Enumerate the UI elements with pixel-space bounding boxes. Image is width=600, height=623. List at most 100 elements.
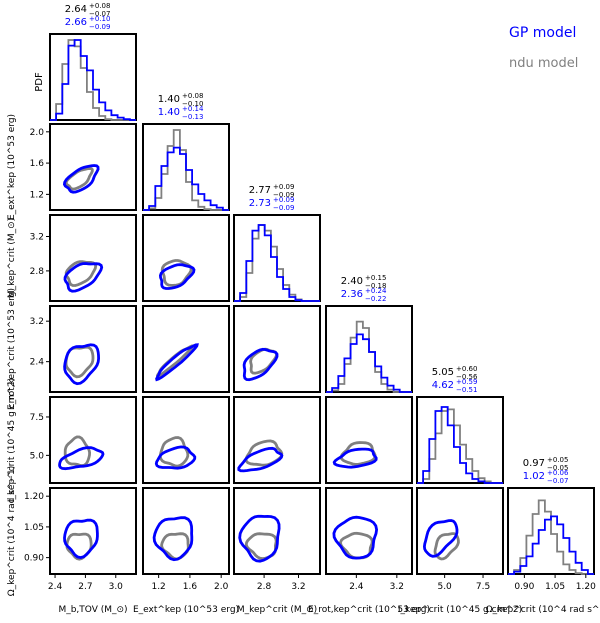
ytick-label-Omega_crit_kep-0: 0.90 xyxy=(24,554,44,564)
stat-median-gp-M_b_TOV: 2.66 xyxy=(65,17,87,28)
stat-median-gp-M_crit_kep: 2.73 xyxy=(249,198,271,209)
stat-plus-ndu-M_crit_kep: +0.09 xyxy=(273,183,294,191)
contour-gp-r4-c0 xyxy=(58,446,105,471)
ytick-label-Omega_crit_kep-1: 1.05 xyxy=(24,523,44,533)
stat-median-ndu-M_crit_kep: 2.77 xyxy=(249,185,271,196)
stat-minus-ndu-M_b_TOV: −0.07 xyxy=(89,10,110,18)
ytick-label-Omega_crit_kep-2: 1.20 xyxy=(24,492,44,502)
ylabel-M_crit_kep: M_kep^crit (M_⊙) xyxy=(7,218,17,298)
stats-ndu-M_b_TOV: 2.64 +0.08−0.07 xyxy=(65,2,111,18)
panel-r4-c0 xyxy=(49,396,137,484)
stat-plus-ndu-E_crit_rot_kep: +0.15 xyxy=(365,274,386,282)
xtick-label-E_crit_rot_kep-0: 2.4 xyxy=(349,582,364,592)
hist-ndu-M_b_TOV xyxy=(50,39,136,121)
xlabel-Omega_crit_kep: Ω_kep^crit (10^4 rad s^−1) xyxy=(486,605,600,615)
contour-gp-r5-c1 xyxy=(152,516,194,562)
contour-gp-r3-c2 xyxy=(242,347,279,382)
contour-gp-r1-c0 xyxy=(62,164,100,194)
stats-ndu-I_crit_kep: 5.05 +0.60−0.56 xyxy=(432,365,478,381)
stat-minus-gp-M_b_TOV: −0.09 xyxy=(89,23,110,31)
ytick-label-E_ext_kep-2: 2.0 xyxy=(30,128,45,138)
xtick-label-M_b_TOV-2: 3.0 xyxy=(109,582,124,592)
stat-plus-ndu-I_crit_kep: +0.60 xyxy=(456,365,477,373)
stat-median-ndu-Omega_crit_kep: 0.97 xyxy=(523,458,545,469)
contour-ndu-r2-c0 xyxy=(64,260,98,287)
stats-ndu-E_ext_kep: 1.40 +0.08−0.10 xyxy=(158,92,204,108)
panel-r1-c1 xyxy=(142,123,230,211)
stat-plus-gp-Omega_crit_kep: +0.06 xyxy=(547,469,569,477)
xtick-label-M_crit_kep-1: 3.2 xyxy=(291,582,305,592)
stat-minus-gp-I_crit_kep: −0.51 xyxy=(456,386,477,394)
contour-gp-r3-c0 xyxy=(63,343,101,386)
xlabel-M_b_TOV: M_b,TOV (M_⊙) xyxy=(58,605,127,615)
stats-ndu-M_crit_kep: 2.77 +0.09−0.09 xyxy=(249,183,295,199)
panel-r4-c3 xyxy=(325,396,413,484)
contour-gp-r5-c4 xyxy=(422,519,459,558)
panel-r4-c1 xyxy=(142,396,230,484)
panel-r4-c2 xyxy=(233,396,321,484)
contour-ndu-r5-c4 xyxy=(433,532,460,561)
panel-r3-c0 xyxy=(49,305,137,393)
hist-gp-E_ext_kep xyxy=(143,146,229,211)
contour-ndu-r2-c1 xyxy=(160,259,193,287)
contour-gp-r2-c1 xyxy=(158,263,196,290)
contour-gp-r4-c2 xyxy=(237,446,284,473)
panel-r5-c0 xyxy=(49,487,137,575)
stat-median-ndu-E_ext_kep: 1.40 xyxy=(158,94,180,105)
xlabel-E_crit_rot_kep: E_rot,kep^crit (10^53 erg) xyxy=(308,605,430,615)
stats-gp-M_b_TOV: 2.66 +0.10−0.09 xyxy=(65,15,111,31)
stat-median-ndu-E_crit_rot_kep: 2.40 xyxy=(341,276,363,287)
panel-r5-c4 xyxy=(416,487,504,575)
hist-gp-Omega_crit_kep xyxy=(508,515,594,575)
stats-gp-M_crit_kep: 2.73 +0.09−0.09 xyxy=(249,196,295,212)
stat-minus-ndu-Omega_crit_kep: −0.05 xyxy=(547,464,568,472)
contour-ndu-r4-c0 xyxy=(63,435,92,468)
stats-ndu-E_crit_rot_kep: 2.40 +0.15−0.18 xyxy=(341,274,387,290)
stats-gp-E_crit_rot_kep: 2.36 +0.24−0.22 xyxy=(341,287,387,303)
contour-gp-r5-c0 xyxy=(63,518,99,560)
panel-r5-c3 xyxy=(325,487,413,575)
xtick-label-E_ext_kep-1: 1.6 xyxy=(183,582,198,592)
xtick-label-E_crit_rot_kep-1: 3.2 xyxy=(390,582,404,592)
stat-median-gp-E_ext_kep: 1.40 xyxy=(158,107,180,118)
stat-minus-ndu-M_crit_kep: −0.09 xyxy=(273,191,294,199)
xlabel-M_crit_kep: M_kep^crit (M_⊙) xyxy=(237,605,317,615)
xtick-label-M_crit_kep-0: 2.8 xyxy=(257,582,272,592)
stat-plus-gp-E_crit_rot_kep: +0.24 xyxy=(365,287,387,295)
hist-gp-E_crit_rot_kep xyxy=(326,333,412,393)
stat-minus-ndu-I_crit_kep: −0.56 xyxy=(456,373,478,381)
stats-gp-E_ext_kep: 1.40 +0.14−0.13 xyxy=(158,105,204,121)
stats-ndu-Omega_crit_kep: 0.97 +0.05−0.05 xyxy=(523,456,569,472)
ylabel-I_crit_kep: I_kep^crit (10^45 g cm^2) xyxy=(7,378,17,502)
panel-r2-c0 xyxy=(49,214,137,302)
xlabel-I_crit_kep: I_kep^crit (10^45 g cm^2) xyxy=(398,605,522,615)
ylabel-E_ext_kep: E_ext^kep (10^53 erg) xyxy=(7,114,17,220)
stat-minus-gp-M_crit_kep: −0.09 xyxy=(273,204,294,212)
xtick-label-Omega_crit_kep-0: 0.90 xyxy=(514,582,534,592)
xtick-label-Omega_crit_kep-1: 1.05 xyxy=(545,582,565,592)
ytick-label-E_crit_rot_kep-0: 2.4 xyxy=(30,358,45,368)
hist-ndu-Omega_crit_kep xyxy=(508,499,594,575)
stat-minus-gp-E_crit_rot_kep: −0.22 xyxy=(365,295,386,303)
xtick-label-Omega_crit_kep-2: 1.20 xyxy=(576,582,596,592)
xtick-label-E_ext_kep-2: 2.0 xyxy=(214,582,229,592)
xtick-label-I_crit_kep-0: 5.0 xyxy=(437,582,452,592)
contour-gp-r2-c0 xyxy=(63,262,104,293)
legend-ndu: ndu model xyxy=(509,56,578,71)
stat-plus-gp-M_b_TOV: +0.10 xyxy=(89,15,110,23)
ytick-label-M_crit_kep-1: 3.2 xyxy=(30,233,44,243)
panel-r3-c2 xyxy=(233,305,321,393)
stat-plus-ndu-E_ext_kep: +0.08 xyxy=(182,92,203,100)
ylabel-E_crit_rot_kep: E_rot,kep^crit (10^53 erg) xyxy=(7,288,17,410)
stat-median-gp-E_crit_rot_kep: 2.36 xyxy=(341,289,363,300)
stat-plus-ndu-Omega_crit_kep: +0.05 xyxy=(547,456,568,464)
hist-gp-M_crit_kep xyxy=(234,224,320,302)
stat-minus-gp-Omega_crit_kep: −0.07 xyxy=(547,477,568,485)
stat-minus-ndu-E_crit_rot_kep: −0.18 xyxy=(365,282,386,290)
legend-gp: GP model xyxy=(509,25,576,41)
xtick-label-M_b_TOV-1: 2.7 xyxy=(78,582,92,592)
panels-layer xyxy=(49,33,595,575)
contour-gp-r4-c1 xyxy=(154,445,197,470)
ylabel-Omega_crit_kep: Ω_kep^crit (10^4 rad s^−1) xyxy=(7,466,17,597)
